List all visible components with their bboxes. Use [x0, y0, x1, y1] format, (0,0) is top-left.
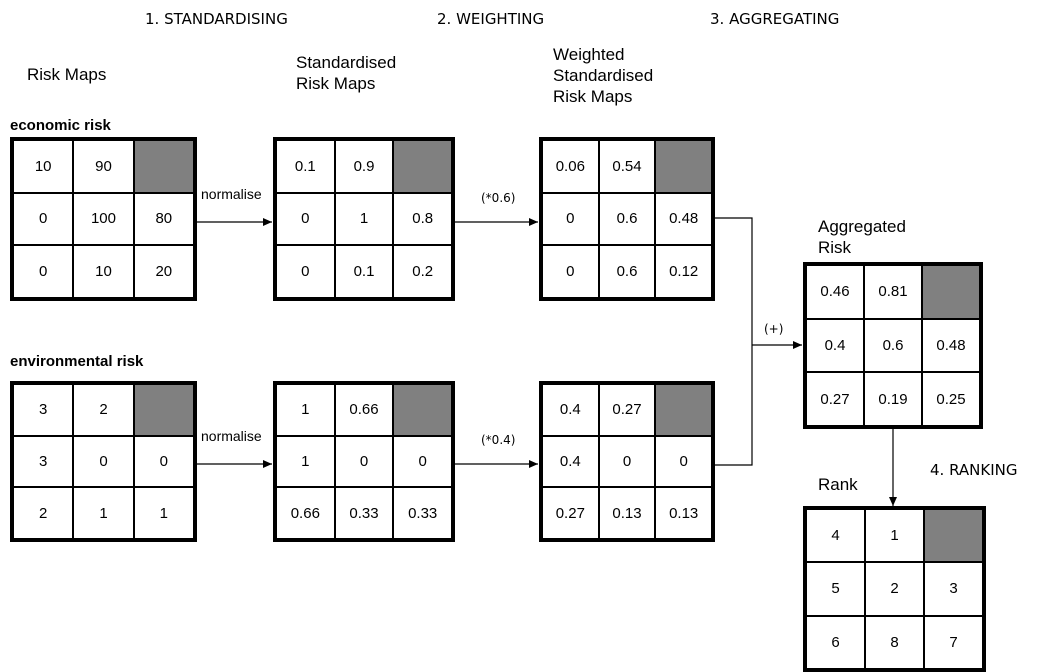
grid-cell: 0.6	[864, 318, 922, 373]
op-normalise-environmental: normalise	[201, 428, 262, 444]
nodata-cell	[655, 384, 712, 436]
grid-aggregated-risk: 0.46 0.81 0.4 0.6 0.48 0.27 0.19 0.25	[803, 262, 983, 429]
grid-cell: 0	[334, 435, 394, 488]
step-standardising: 1. STANDARDISING	[145, 10, 288, 28]
grid-environmental-weighted: 0.4 0.27 0.4 0 0 0.27 0.13 0.13	[539, 381, 715, 542]
grid-economic-standardised: 0.1 0.9 0 1 0.8 0 0.1 0.2	[273, 137, 455, 301]
connector-economic-to-sum	[714, 217, 753, 345]
grid-cell: 0.6	[598, 245, 656, 298]
grid-economic-weighted: 0.06 0.54 0 0.6 0.48 0 0.6 0.12	[539, 137, 715, 301]
grid-cell: 3	[13, 435, 74, 488]
grid-cell: 0	[655, 435, 712, 488]
row-title-economic: economic risk	[10, 117, 111, 134]
grid-cell: 0.33	[393, 487, 452, 539]
grid-cell: 0.1	[334, 245, 394, 298]
step-weighting: 2. WEIGHTING	[437, 10, 545, 28]
grid-cell: 90	[73, 140, 134, 193]
op-weight-environmental: (*0.4)	[481, 433, 516, 447]
grid-cell: 8	[865, 615, 924, 669]
nodata-cell	[133, 384, 194, 436]
grid-cell: 0.27	[542, 487, 599, 539]
grid-cell: 0	[13, 245, 74, 298]
nodata-cell	[393, 384, 452, 436]
grid-cell: 4	[806, 509, 865, 563]
grid-cell: 1	[334, 192, 394, 246]
grid-cell: 0	[73, 435, 134, 488]
grid-cell: 0	[542, 192, 599, 246]
grid-cell: 0.13	[655, 487, 712, 539]
grid-cell: 0.48	[655, 192, 712, 246]
grid-cell: 0	[276, 192, 335, 246]
title-rank: Rank	[818, 475, 858, 494]
step-aggregating: 3. AGGREGATING	[710, 10, 840, 28]
grid-cell: 0.66	[334, 384, 394, 436]
title-aggregated: Aggregated Risk	[818, 217, 906, 257]
grid-cell: 0.19	[864, 372, 922, 426]
grid-cell: 0.27	[598, 384, 656, 436]
grid-cell: 0.27	[806, 372, 864, 426]
op-normalise-economic: normalise	[201, 186, 262, 202]
grid-economic-raw: 10 90 0 100 80 0 10 20	[10, 137, 197, 301]
title-risk-maps: Risk Maps	[27, 65, 107, 84]
nodata-cell	[133, 140, 194, 193]
nodata-cell	[924, 509, 983, 563]
grid-cell: 1	[276, 384, 335, 436]
grid-cell: 0.06	[542, 140, 599, 193]
grid-cell: 0.33	[334, 487, 394, 539]
grid-cell: 2	[865, 562, 924, 616]
grid-cell: 80	[133, 192, 194, 246]
nodata-cell	[922, 265, 980, 319]
grid-cell: 0.12	[655, 245, 712, 298]
connector-environmental-to-sum	[714, 345, 753, 466]
grid-cell: 1	[276, 435, 335, 488]
grid-cell: 0.2	[393, 245, 452, 298]
grid-cell: 0	[276, 245, 335, 298]
grid-cell: 1	[73, 487, 134, 539]
grid-cell: 7	[924, 615, 983, 669]
op-sum: (+)	[764, 322, 784, 336]
grid-cell: 0.9	[334, 140, 394, 193]
nodata-cell	[655, 140, 712, 193]
grid-cell: 3	[13, 384, 74, 436]
step-ranking: 4. RANKING	[930, 461, 1018, 479]
grid-cell: 1	[133, 487, 194, 539]
grid-cell: 0	[133, 435, 194, 488]
grid-cell: 0.48	[922, 318, 980, 373]
grid-cell: 0.46	[806, 265, 864, 319]
grid-environmental-standardised: 1 0.66 1 0 0 0.66 0.33 0.33	[273, 381, 455, 542]
title-weighted: Weighted Standardised Risk Maps	[553, 45, 654, 106]
grid-cell: 1	[865, 509, 924, 563]
grid-cell: 0	[393, 435, 452, 488]
grid-cell: 0.81	[864, 265, 922, 319]
grid-cell: 0.25	[922, 372, 980, 426]
grid-cell: 0	[598, 435, 656, 488]
grid-cell: 0	[542, 245, 599, 298]
row-title-environmental: environmental risk	[10, 353, 144, 370]
grid-cell: 10	[13, 140, 74, 193]
op-weight-economic: (*0.6)	[481, 191, 516, 205]
grid-cell: 6	[806, 615, 865, 669]
grid-cell: 0.6	[598, 192, 656, 246]
grid-cell: 0.4	[542, 384, 599, 436]
grid-cell: 0.54	[598, 140, 656, 193]
nodata-cell	[393, 140, 452, 193]
grid-cell: 0.13	[598, 487, 656, 539]
grid-cell: 0.8	[393, 192, 452, 246]
grid-cell: 5	[806, 562, 865, 616]
grid-cell: 20	[133, 245, 194, 298]
grid-cell: 100	[73, 192, 134, 246]
grid-cell: 3	[924, 562, 983, 616]
grid-cell: 10	[73, 245, 134, 298]
title-standardised: Standardised Risk Maps	[296, 53, 397, 93]
grid-cell: 0.4	[806, 318, 864, 373]
grid-cell: 0.66	[276, 487, 335, 539]
grid-cell: 0.1	[276, 140, 335, 193]
grid-cell: 2	[13, 487, 74, 539]
grid-cell: 0.4	[542, 435, 599, 488]
grid-cell: 2	[73, 384, 134, 436]
grid-cell: 0	[13, 192, 74, 246]
